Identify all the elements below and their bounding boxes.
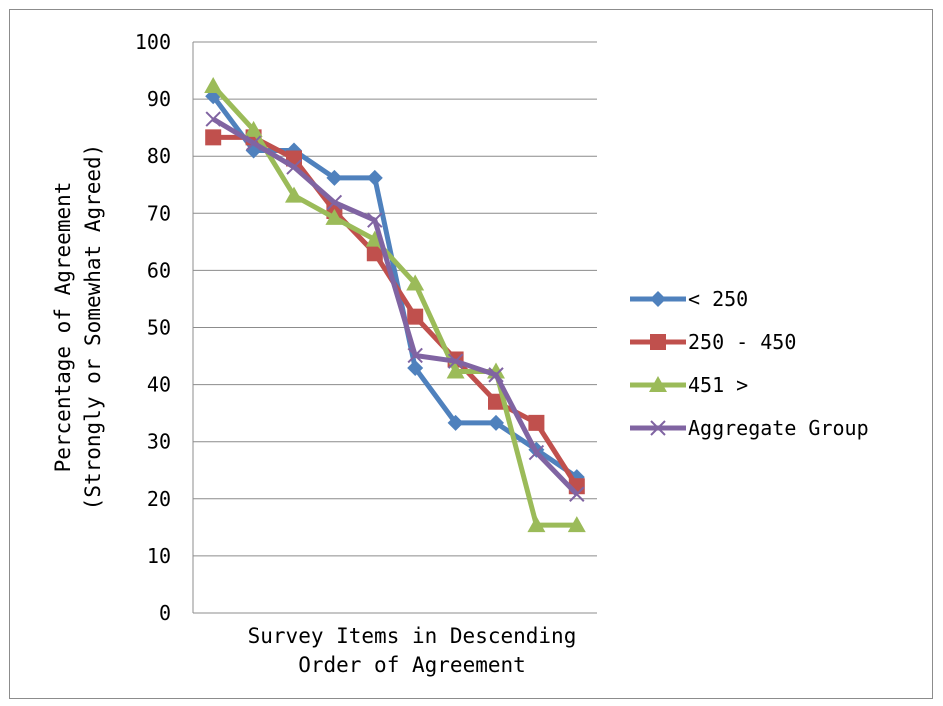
data-point-diamond [488, 414, 504, 431]
chart-frame [9, 9, 933, 699]
data-point-diamond [447, 414, 464, 431]
data-point-x [488, 367, 504, 383]
data-point-square [650, 334, 666, 350]
legend-item: 451 > [630, 373, 748, 397]
data-point-triangle [649, 376, 667, 392]
data-point-triangle [527, 516, 546, 533]
data-point-diamond [366, 169, 383, 186]
data-point-x [528, 444, 545, 461]
data-point-triangle [244, 120, 263, 137]
series-line [213, 134, 579, 488]
legend-label: < 250 [688, 287, 748, 311]
y-tick-label: 50 [147, 316, 171, 340]
legend: < 250 250 - 450 451 > Aggregate Group [630, 287, 869, 440]
y-tick-label: 10 [147, 544, 171, 568]
data-point-square [366, 245, 383, 262]
y-axis-title-line-2: (Strongly or Somewhat Agreed) [81, 144, 105, 511]
y-tick-label: 70 [147, 201, 171, 225]
data-point-x [650, 420, 666, 436]
series-line [211, 84, 577, 528]
data-point-triangle [406, 274, 425, 291]
data-point-diamond [407, 360, 424, 377]
y-tick-label: 60 [147, 258, 171, 282]
y-tick-label: 30 [147, 430, 171, 454]
data-point-diamond [650, 291, 666, 307]
data-point-triangle [325, 208, 344, 225]
data-point-square [407, 308, 424, 325]
data-point-triangle [204, 76, 223, 93]
data-point-triangle [446, 362, 465, 379]
data-point-x [205, 111, 221, 127]
data-point-x [569, 486, 585, 502]
gridlines [193, 41, 597, 614]
y-axis-title-line-1: Percentage of Agreement [51, 182, 75, 473]
data-point-square [528, 414, 545, 431]
series-line [211, 116, 579, 496]
y-axis: 0 10 20 30 40 50 60 70 80 90 100 [135, 30, 194, 625]
data-point-x [407, 347, 423, 364]
data-point-square [205, 129, 222, 146]
legend-item: < 250 [630, 287, 748, 311]
legend-item: 250 - 450 [630, 330, 796, 354]
y-tick-label: 40 [147, 373, 171, 397]
y-tick-label: 0 [159, 601, 171, 625]
data-point-triangle [567, 516, 586, 533]
legend-label: 250 - 450 [688, 330, 796, 354]
legend-item: Aggregate Group [630, 416, 869, 440]
legend-label: Aggregate Group [688, 416, 869, 440]
data-point-x [286, 159, 302, 175]
y-tick-label: 90 [147, 87, 171, 111]
series-4 [205, 111, 585, 502]
data-point-square [488, 393, 504, 410]
data-point-triangle [285, 186, 303, 203]
legend-label: 451 > [688, 373, 748, 397]
y-tick-label: 20 [147, 487, 171, 511]
data-point-x [245, 135, 262, 151]
data-point-x [447, 353, 464, 369]
y-tick-label: 80 [147, 144, 171, 168]
y-axis-title: Percentage of Agreement (Strongly or Som… [51, 144, 105, 511]
y-tick-label: 100 [135, 30, 171, 54]
x-axis-title: Survey Items in Descending Order of Agre… [248, 624, 577, 677]
data-point-x [367, 212, 383, 228]
x-axis-title-line-2: Order of Agreement [298, 653, 526, 677]
data-point-diamond [326, 169, 343, 186]
data-point-x [326, 194, 343, 211]
series-layer [204, 76, 586, 533]
x-axis-title-line-1: Survey Items in Descending [248, 624, 577, 648]
